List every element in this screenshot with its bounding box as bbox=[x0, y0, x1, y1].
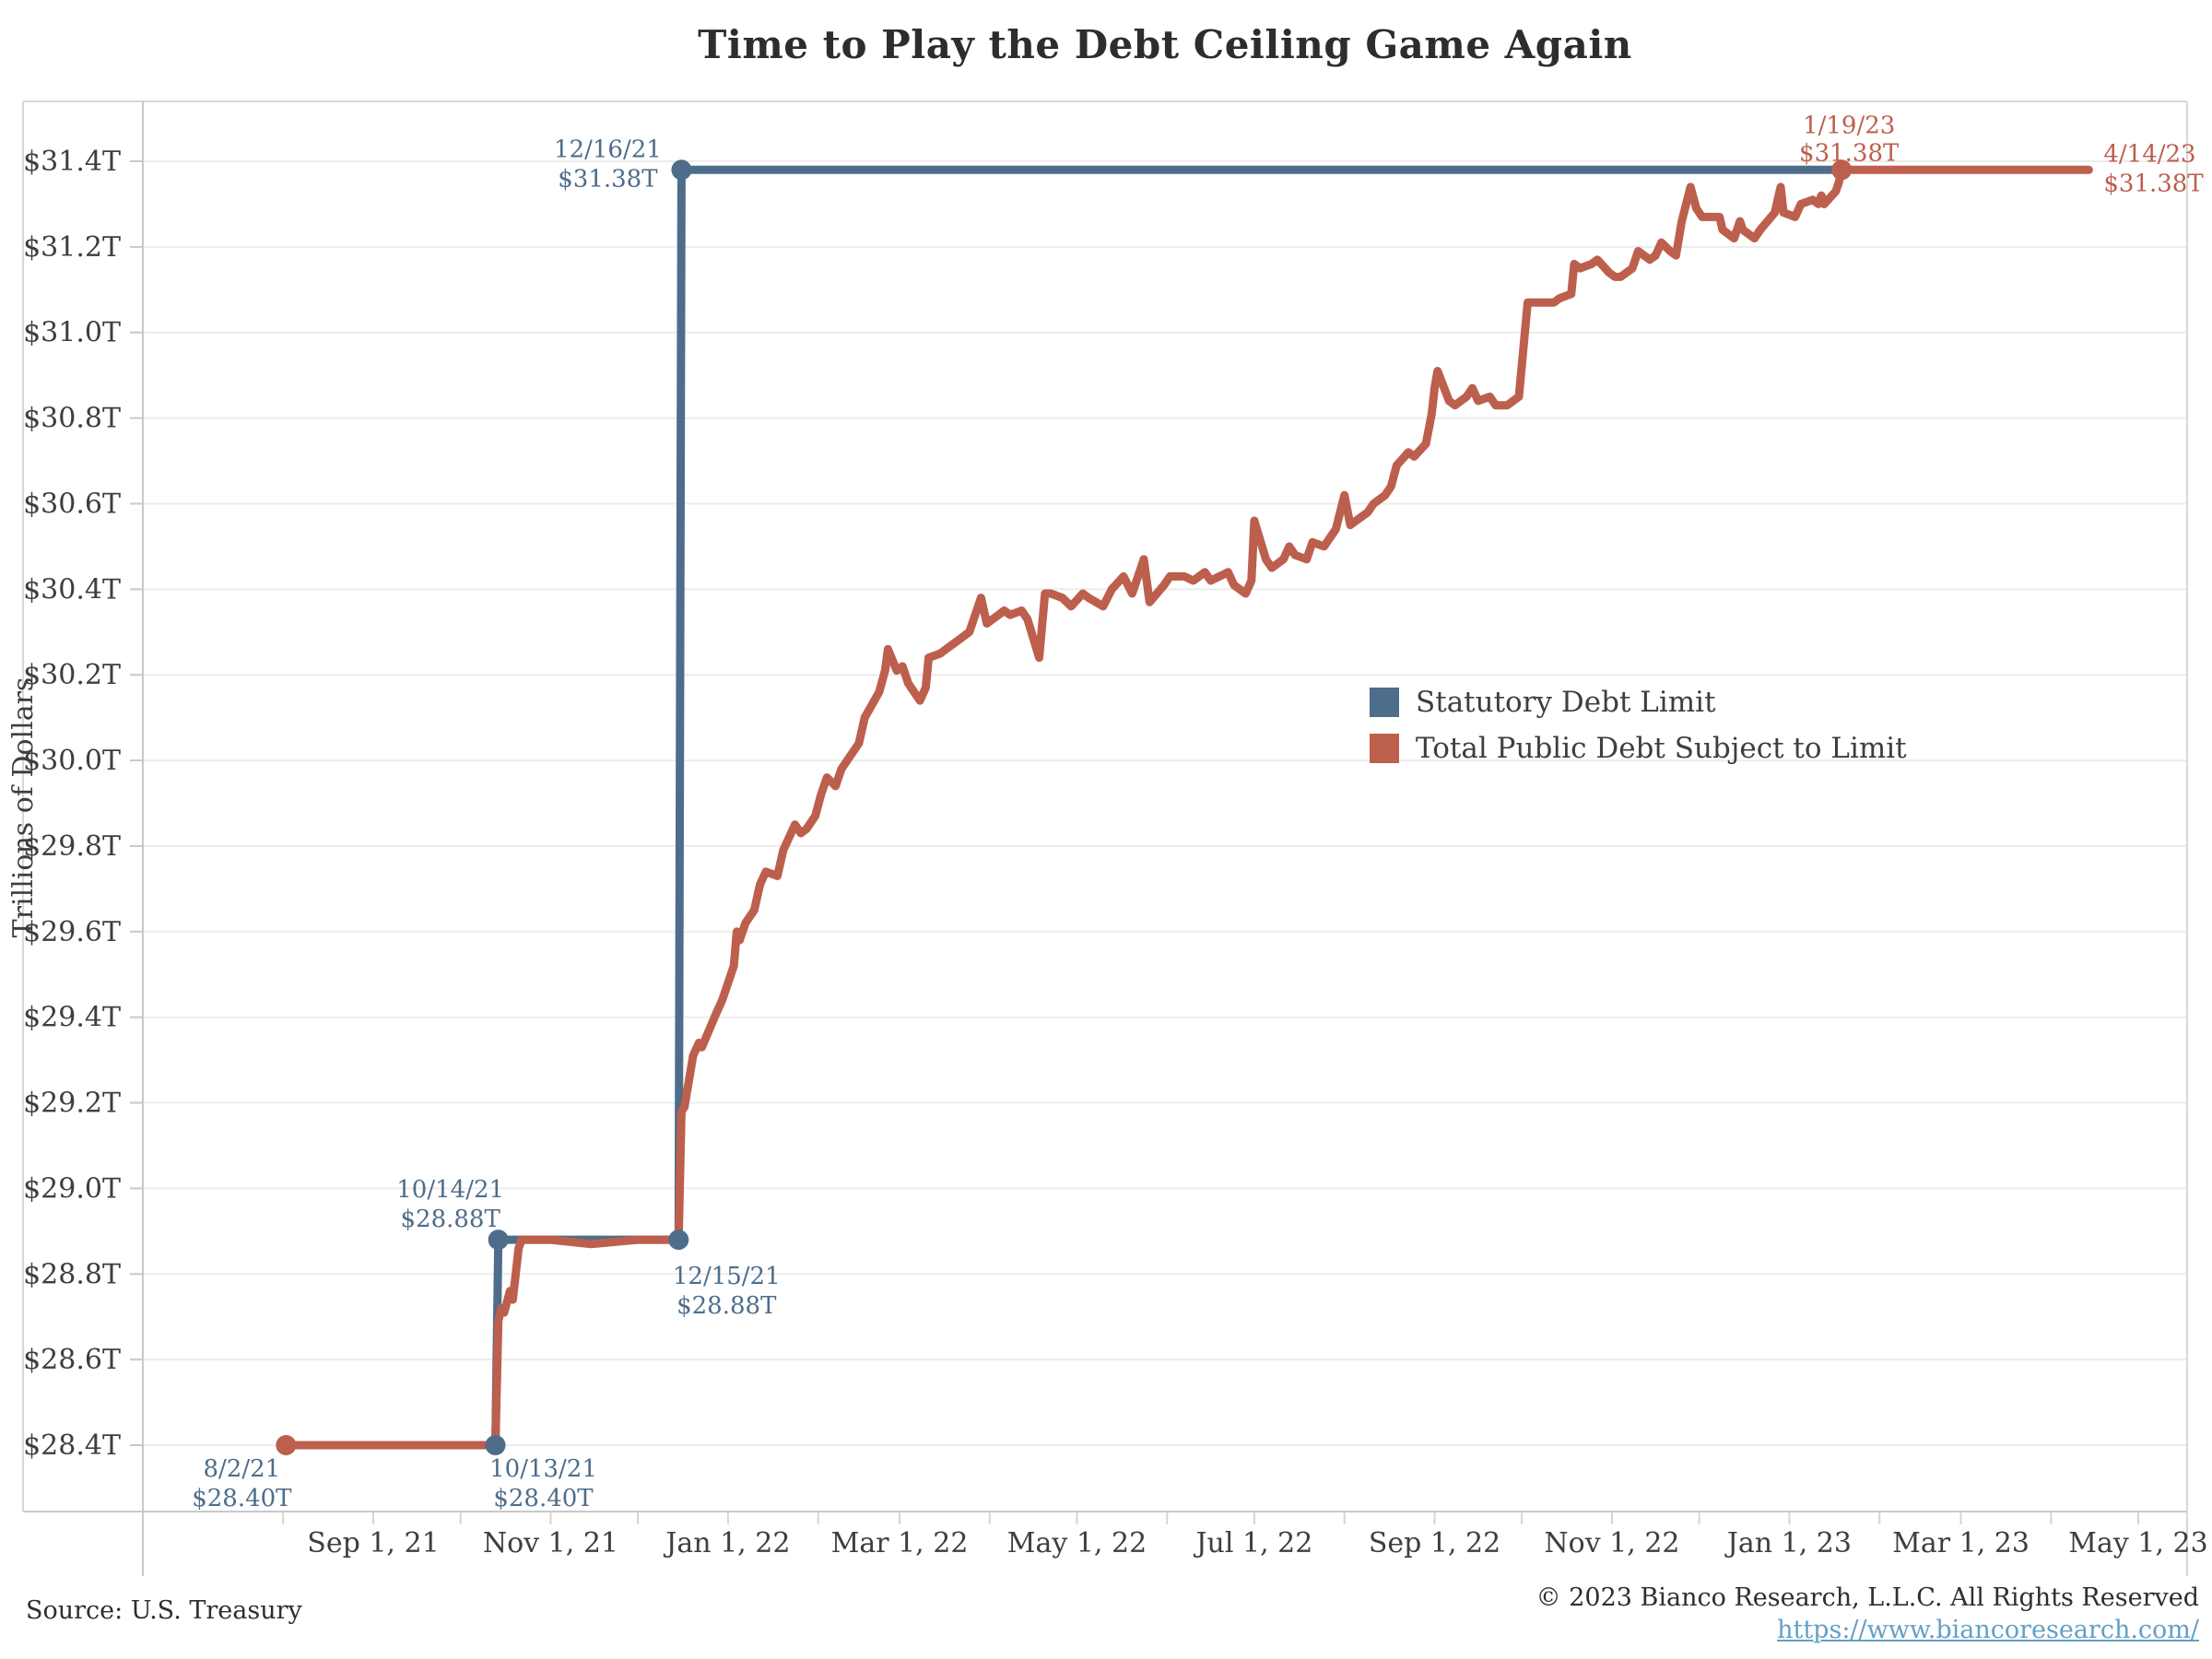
legend-item-statutory-debt-limit: Statutory Debt Limit bbox=[1370, 686, 1907, 719]
annotation-10-14-21: 10/14/21 bbox=[396, 1176, 504, 1204]
y-tick-label: $28.6T bbox=[23, 1344, 121, 1376]
total-public-debt-line bbox=[281, 165, 2093, 1450]
x-tick-label: May 1, 22 bbox=[1007, 1527, 1147, 1559]
x-tick-label: May 1, 23 bbox=[2068, 1527, 2207, 1559]
y-tick-label: $29.0T bbox=[23, 1172, 121, 1205]
annotation-10-14-21: $28.88T bbox=[400, 1206, 500, 1233]
x-tick-label: Mar 1, 22 bbox=[831, 1527, 969, 1559]
debt-marker-dot bbox=[276, 1435, 297, 1455]
y-axis-title: Trillions of Dollars bbox=[7, 677, 40, 938]
y-tick-label: $29.8T bbox=[23, 830, 121, 863]
y-tick-label: $29.4T bbox=[23, 1002, 121, 1034]
annotation-12-15-21: 12/15/21 bbox=[673, 1263, 781, 1290]
annotation-10-13-21: $28.40T bbox=[493, 1485, 594, 1512]
copyright-note: © 2023 Bianco Research, L.L.C. All Right… bbox=[1536, 1583, 2199, 1644]
y-tick-label: $30.4T bbox=[23, 573, 121, 606]
x-tick-label: Jan 1, 23 bbox=[1724, 1527, 1852, 1559]
y-tick-label: $28.4T bbox=[23, 1430, 121, 1462]
limit-marker-dot bbox=[671, 159, 692, 181]
annotation-12-15-21: $28.88T bbox=[677, 1292, 777, 1320]
annotation-10-13-21: 10/13/21 bbox=[489, 1455, 597, 1483]
copyright-text: © 2023 Bianco Research, L.L.C. All Right… bbox=[1535, 1583, 2199, 1612]
source-note: Source: U.S. Treasury bbox=[26, 1596, 302, 1625]
annotation-4-14-23: $31.38T bbox=[2103, 170, 2204, 197]
x-tick-label: Nov 1, 21 bbox=[483, 1527, 618, 1559]
annotation-12-16-21: 12/16/21 bbox=[554, 135, 662, 163]
annotation-4-14-23: 4/14/23 bbox=[2103, 140, 2195, 168]
y-tick-label: $30.6T bbox=[23, 488, 121, 520]
legend-label: Total Public Debt Subject to Limit bbox=[1416, 732, 1907, 765]
bianco-research-link[interactable]: https://www.biancoresearch.com/ bbox=[1777, 1616, 2199, 1644]
annotation-1-19-23: $31.38T bbox=[1799, 139, 1900, 167]
y-tick-label: $31.2T bbox=[23, 231, 121, 264]
x-tick-label: Sep 1, 21 bbox=[307, 1527, 439, 1559]
y-tick-label: $31.4T bbox=[23, 146, 121, 178]
legend-item-total-public-debt: Total Public Debt Subject to Limit bbox=[1370, 732, 1907, 765]
x-tick-label: Nov 1, 22 bbox=[1544, 1527, 1679, 1559]
y-tick-label: $29.6T bbox=[23, 916, 121, 948]
y-tick-label: $30.8T bbox=[23, 403, 121, 435]
total-public-debt-swatch-icon bbox=[1370, 734, 1399, 763]
limit-marker-dot bbox=[668, 1230, 689, 1251]
x-tick-label: Jan 1, 22 bbox=[663, 1527, 790, 1559]
legend-label: Statutory Debt Limit bbox=[1416, 686, 1716, 719]
y-tick-label: $31.0T bbox=[23, 317, 121, 349]
x-tick-label: Mar 1, 23 bbox=[1892, 1527, 2030, 1559]
y-tick-label: $30.0T bbox=[23, 745, 121, 777]
y-tick-label: $30.2T bbox=[23, 659, 121, 691]
x-tick-label: Sep 1, 22 bbox=[1369, 1527, 1500, 1559]
legend: Statutory Debt Limit Total Public Debt S… bbox=[1370, 686, 1907, 765]
y-tick-label: $28.8T bbox=[23, 1258, 121, 1290]
chart-title: Time to Play the Debt Ceiling Game Again bbox=[698, 22, 1632, 67]
y-tick-label: $29.2T bbox=[23, 1088, 121, 1120]
annotation-8-2-21: 8/2/21 bbox=[204, 1455, 281, 1483]
annotation-8-2-21: $28.40T bbox=[192, 1485, 292, 1512]
debt-marker-dot bbox=[1831, 159, 1853, 181]
limit-marker-dot bbox=[488, 1230, 509, 1251]
statutory-debt-limit-swatch-icon bbox=[1370, 688, 1399, 717]
limit-marker-dot bbox=[485, 1435, 506, 1455]
x-tick-label: Jul 1, 22 bbox=[1194, 1527, 1313, 1559]
annotation-1-19-23: 1/19/23 bbox=[1803, 112, 1895, 139]
annotation-12-16-21: $31.38T bbox=[558, 165, 658, 193]
